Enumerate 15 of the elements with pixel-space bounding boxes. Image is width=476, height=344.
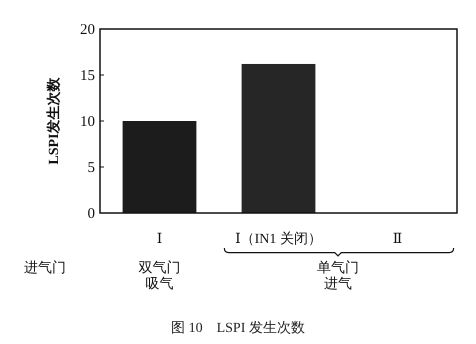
text: 图 10 LSPI 发生次数: [171, 320, 305, 336]
x-tick-label: Ⅰ（IN1 关闭）: [235, 231, 322, 247]
text: 双气门: [138, 260, 180, 276]
x-tick-label: Ⅱ: [392, 232, 402, 247]
y-tick-label: 0: [88, 206, 95, 222]
y-tick-label: 5: [88, 160, 95, 176]
y-tick-label: 15: [80, 68, 95, 84]
text: 进气门: [24, 260, 66, 276]
y-tick-label: 20: [80, 22, 95, 38]
text: 单气门: [317, 260, 359, 276]
text: 进气: [324, 276, 352, 292]
x-tick-label: Ⅰ: [156, 232, 162, 247]
text: 吸气: [146, 276, 174, 292]
y-axis-title: LSPI发生次数: [46, 76, 62, 165]
y-tick-label: 10: [80, 114, 95, 130]
